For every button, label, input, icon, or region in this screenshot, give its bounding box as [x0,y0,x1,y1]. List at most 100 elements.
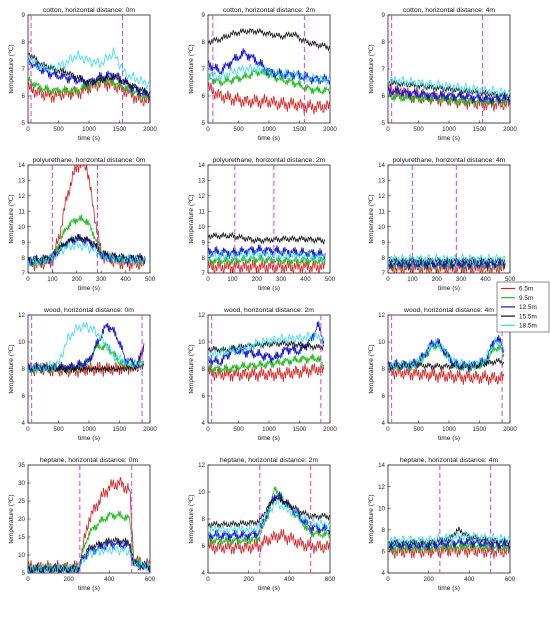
y-tick-label: 9 [202,239,206,246]
series-line-12.5m [388,536,510,551]
y-tick-label: 7 [22,270,26,277]
x-tick-label: 2000 [503,126,517,133]
x-tick-label: 1000 [442,126,456,133]
y-tick-label: 8 [202,516,206,523]
y-tick-label: 12 [378,312,385,319]
x-tick-label: 200 [432,276,443,283]
y-tick-label: 8 [382,366,386,373]
series-layer [388,315,505,423]
x-axis-label: time (s) [258,285,280,292]
y-tick-label: 12 [198,462,205,469]
y-axis-label: temperature (℃) [8,44,15,93]
y-tick-label: 5 [202,120,206,127]
y-tick-label: 30 [18,480,25,487]
x-axis-label: time (s) [438,135,460,142]
x-axis-label: time (s) [78,435,100,442]
x-tick-label: 200 [64,576,75,583]
series-line-15.5m [28,536,150,573]
series-line-18.5m [208,330,325,361]
series-layer [388,465,510,573]
y-tick-label: 7 [382,66,386,73]
panel-6: 0 100 200 300 400 500 7 8 9 10 11 12 13 14 polyurethan… [368,157,516,292]
series-line-18.5m [28,321,145,374]
series-line-18.5m [388,336,505,372]
x-tick-label: 500 [233,426,244,433]
y-tick-label: 9 [22,12,26,19]
x-tick-label: 0 [386,276,390,283]
y-tick-label: 14 [378,162,385,169]
x-tick-label: 500 [413,126,424,133]
y-axis-label: temperature (℃) [8,194,15,243]
panel-11: 0 200 400 600 4 6 8 10 12 heptane, horizontal dis… [188,457,336,592]
x-axis-label: time (s) [78,585,100,592]
series-layer [388,15,510,123]
series-line-12.5m [388,85,510,105]
x-tick-label: 1000 [82,126,96,133]
x-tick-label: 0 [386,576,390,583]
y-axis-label: temperature (℃) [368,44,375,93]
x-tick-label: 100 [227,276,238,283]
y-tick-label: 10 [198,224,205,231]
y-tick-label: 11 [199,208,206,215]
y-tick-label: 14 [198,162,205,169]
legend-entry: 18.5m [519,323,537,330]
panel-title: cotton, horizontal distance: 0m [43,7,136,14]
x-tick-label: 400 [284,576,295,583]
y-tick-label: 8 [202,366,206,373]
x-tick-label: 2000 [503,426,517,433]
y-tick-label: 10 [378,224,385,231]
panel-title: heptane, horizontal distance: 2m [220,457,319,464]
y-tick-label: 10 [378,505,385,512]
y-axis-label: temperature (℃) [188,194,195,243]
plot-area [387,314,511,424]
panel-10: 0 200 400 600 5 10 15 20 25 30 35 heptane, horizont… [8,457,156,592]
panel-1: 0 500 1000 1500 2000 5 6 7 8 9 cotton, horizontal … [8,7,157,142]
x-tick-label: 1500 [473,126,487,133]
x-tick-label: 1500 [473,426,487,433]
panel-4: 0 100 200 300 400 500 7 8 9 10 11 12 13 14 polyurethan… [8,157,156,292]
series-layer [28,15,150,123]
legend-entry: 6.5m [519,286,533,293]
x-axis-label: time (s) [438,285,460,292]
y-axis-label: temperature (℃) [188,344,195,393]
x-tick-label: 600 [325,576,336,583]
panel-title: heptane, horizontal distance: 4m [400,457,499,464]
x-tick-label: 1000 [82,426,96,433]
x-tick-label: 0 [206,276,210,283]
panel-5: 0 100 200 300 400 500 7 8 9 10 11 12 13 14 polyurethan… [188,157,336,292]
x-tick-label: 1500 [113,126,127,133]
y-tick-label: 4 [382,570,386,577]
series-line-6.5m [208,363,325,382]
y-tick-label: 5 [382,120,386,127]
y-tick-label: 4 [22,420,26,427]
panel-12: 0 200 400 600 4 6 8 10 12 14 heptane, horizontal d… [368,457,516,592]
y-tick-label: 14 [18,162,25,169]
series-line-9.5m [28,74,150,102]
plot-area [27,164,151,274]
y-tick-label: 4 [202,570,206,577]
series-line-9.5m [208,68,330,96]
legend: 6.5m 9.5m 12.5m 15.5m 18.5m [496,281,550,333]
x-tick-label: 2000 [143,426,157,433]
panel-title: cotton, horizontal distance: 2m [223,7,316,14]
y-tick-label: 8 [382,39,386,46]
x-tick-label: 500 [325,276,336,283]
y-tick-label: 10 [198,339,205,346]
y-tick-label: 8 [22,39,26,46]
y-tick-label: 9 [382,12,386,19]
x-tick-label: 0 [206,576,210,583]
panel-title: wood, horizontal distance: 4m [403,307,494,314]
series-line-15.5m [388,358,505,371]
panel-title: polyurethane, horizontal distance: 0m [33,157,146,164]
x-tick-label: 0 [26,576,30,583]
series-line-15.5m [28,363,144,374]
x-tick-label: 1500 [293,126,307,133]
series-layer [208,15,330,123]
series-line-6.5m [28,477,150,573]
series-layer [208,465,330,573]
x-tick-label: 300 [456,276,467,283]
x-tick-label: 0 [26,276,30,283]
x-tick-label: 400 [480,276,491,283]
panel-title: polyurethane, horizontal distance: 2m [213,157,326,164]
